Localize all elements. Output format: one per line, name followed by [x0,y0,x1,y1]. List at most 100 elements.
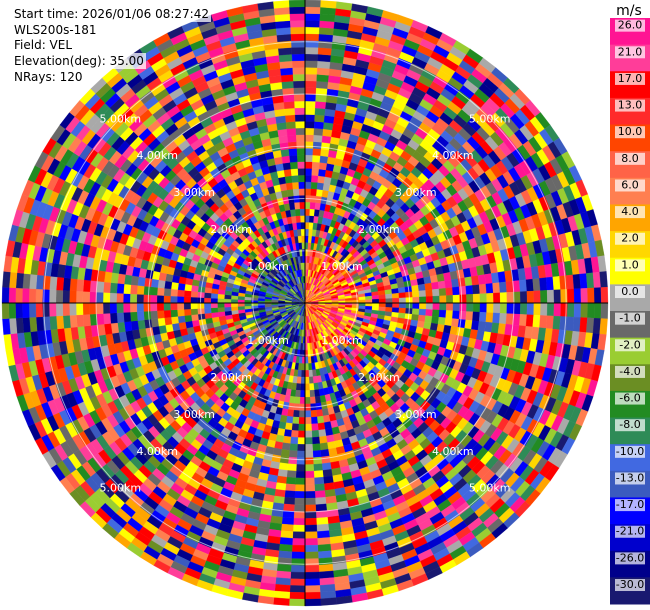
velocity-cell [317,54,332,63]
velocity-cell [459,302,467,312]
velocity-cell [96,302,104,315]
velocity-cell [62,302,70,316]
velocity-cell [471,320,480,331]
velocity-cell [520,291,528,304]
velocity-cell [437,316,446,326]
velocity-cell [284,422,293,431]
velocity-cell [191,319,200,327]
velocity-cell [321,135,332,144]
velocity-cell [464,276,473,287]
velocity-cell [540,290,548,304]
velocity-cell [314,476,325,485]
velocity-cell [485,283,494,294]
velocity-cell [281,517,294,526]
velocity-cell [416,277,425,286]
velocity-cell [278,543,293,552]
velocity-cell [304,423,312,432]
velocity-cell [384,289,393,295]
velocity-cell [304,376,310,384]
velocity-cell [294,389,301,398]
velocity-cell [298,423,306,432]
velocity-cell [304,107,316,115]
velocity-cell [304,511,317,519]
velocity-cell [318,168,327,177]
velocity-cell [157,317,166,327]
velocity-cell [464,319,473,330]
velocity-cell [304,154,313,162]
velocity-cell [177,315,186,324]
velocity-cell [319,6,337,16]
velocity-cell [123,283,132,294]
velocity-cell [452,294,461,304]
velocity-cell [276,563,292,573]
velocity-cell [313,389,320,397]
velocity-cell [170,288,178,297]
velocity-cell [553,302,562,317]
velocity-cell [525,278,534,292]
velocity-cell [411,290,420,298]
velocity-cell [567,288,575,304]
velocity-cell [304,121,315,129]
velocity-cell [230,302,238,308]
velocity-cell [304,80,317,88]
velocity-cell [281,442,291,451]
velocity-cell [289,585,306,593]
velocity-cell [385,302,393,308]
velocity-cell [136,311,145,321]
velocity-cell [283,497,295,505]
velocity-cell [28,288,37,304]
velocity-cell [35,288,43,304]
velocity-cell [217,298,225,304]
velocity-cell [136,285,145,295]
velocity-cell [321,408,329,417]
velocity-cell [546,302,555,317]
velocity-cell [130,284,138,295]
velocity-cell [312,456,323,465]
velocity-cell [184,314,193,323]
velocity-cell [137,276,146,287]
velocity-cell [129,302,138,313]
velocity-cell [315,101,327,109]
velocity-cell [304,6,321,15]
velocity-cell [321,462,332,471]
velocity-cell [290,578,306,586]
velocity-cell [163,302,171,311]
velocity-cell [282,435,292,444]
velocity-cell [1,302,10,320]
velocity-cell [492,282,501,294]
velocity-cell [304,222,310,230]
velocity-cell [283,503,295,512]
velocity-cell [378,298,386,304]
velocity-cell [314,121,325,130]
velocity-cell [8,271,18,289]
velocity-cell [288,598,306,607]
velocity-cell [62,290,70,304]
velocity-cell [292,538,306,546]
velocity-cell [285,415,294,424]
velocity-cell [28,302,37,318]
velocity-cell [465,311,474,321]
velocity-cell [313,470,324,478]
velocity-cell [217,307,225,313]
velocity-cell [398,307,407,314]
velocity-cell [183,302,191,310]
velocity-cell [313,134,323,143]
velocity-cell [48,302,57,317]
velocity-cell [451,318,460,328]
velocity-cell [599,271,608,288]
velocity-cell [304,396,311,405]
velocity-cell [285,483,296,492]
velocity-cell [56,315,65,330]
velocity-cell [280,523,294,532]
velocity-cell [425,289,433,297]
velocity-cell [143,302,151,312]
velocity-cell [62,315,71,329]
velocity-cell [319,155,329,164]
velocity-cell [292,416,300,425]
velocity-cell [22,288,30,304]
velocity-cell [296,457,306,465]
velocity-cell [365,295,373,300]
velocity-cell [392,302,400,309]
velocity-cell [178,321,187,330]
velocity-cell [313,128,324,136]
